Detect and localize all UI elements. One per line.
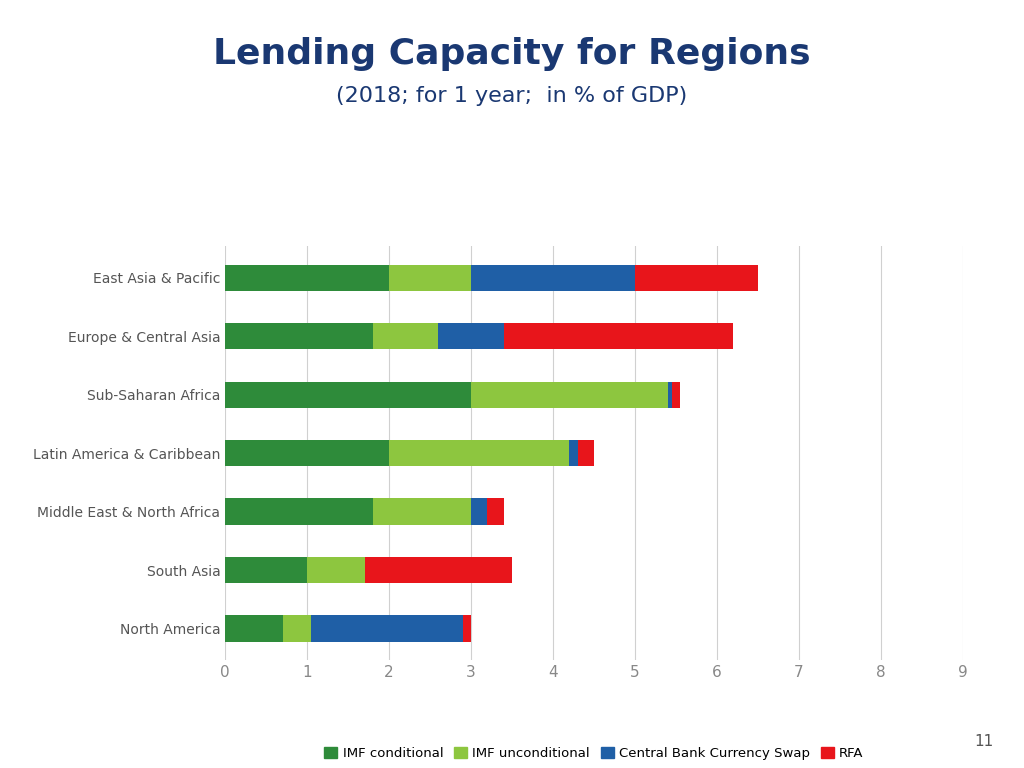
Bar xyxy=(569,440,578,466)
Legend: IMF conditional, IMF unconditional, Central Bank Currency Swap, RFA: IMF conditional, IMF unconditional, Cent… xyxy=(319,742,868,765)
Bar xyxy=(225,440,389,466)
Bar xyxy=(672,382,680,408)
Bar xyxy=(438,323,504,349)
Bar xyxy=(373,498,471,525)
Bar xyxy=(487,498,504,525)
Bar xyxy=(471,382,668,408)
Bar xyxy=(578,440,594,466)
Bar xyxy=(225,323,373,349)
Bar xyxy=(311,615,463,641)
Bar xyxy=(225,382,471,408)
Text: (2018; for 1 year;  in % of GDP): (2018; for 1 year; in % of GDP) xyxy=(336,86,688,106)
Bar xyxy=(471,265,635,291)
Bar xyxy=(307,557,365,583)
Bar xyxy=(389,265,471,291)
Bar xyxy=(373,323,438,349)
Bar xyxy=(365,557,512,583)
Bar xyxy=(225,557,307,583)
Text: Lending Capacity for Regions: Lending Capacity for Regions xyxy=(213,37,811,71)
Bar xyxy=(668,382,672,408)
Bar xyxy=(504,323,733,349)
Bar xyxy=(225,615,283,641)
Bar xyxy=(635,265,758,291)
Bar xyxy=(389,440,569,466)
Bar xyxy=(463,615,471,641)
Bar xyxy=(225,265,389,291)
Text: 11: 11 xyxy=(974,733,993,749)
Bar xyxy=(225,498,373,525)
Bar xyxy=(471,498,487,525)
Bar xyxy=(283,615,311,641)
